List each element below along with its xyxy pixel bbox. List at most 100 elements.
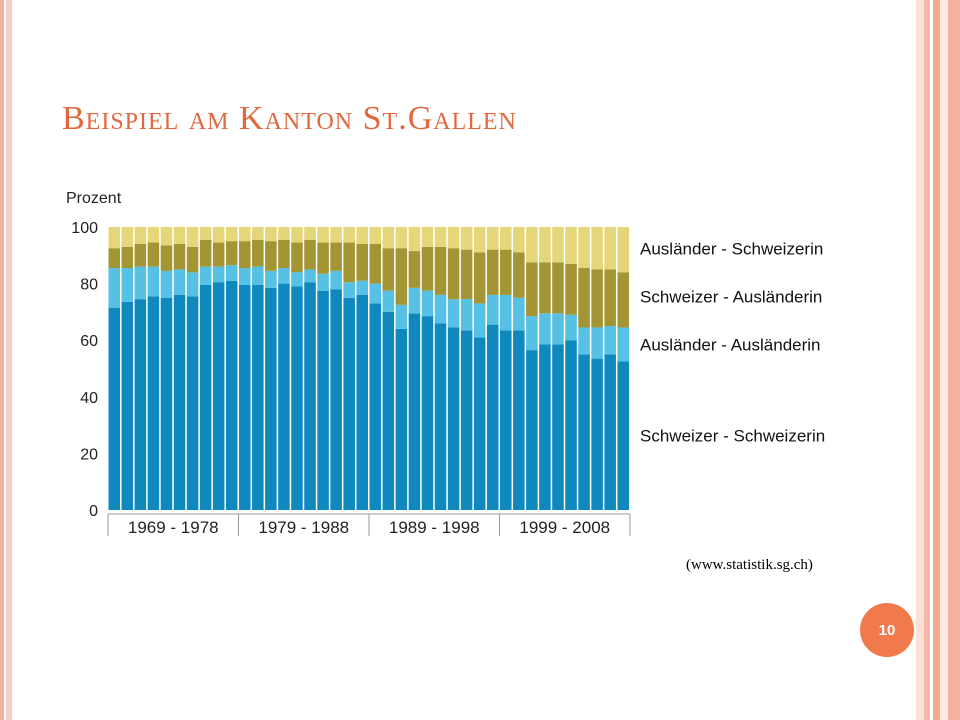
bar-segment-1970-s2	[121, 246, 134, 269]
bar-segment-1988-s0	[356, 294, 368, 510]
bar-segment-2001-s2	[526, 262, 538, 317]
bar-segment-2001-s1	[526, 316, 538, 351]
bar-segment-1978-s2	[225, 241, 238, 266]
bar-segment-1983-s0	[291, 286, 303, 510]
bar-segment-1994-s3	[434, 227, 447, 247]
bar-segment-1971-s1	[134, 266, 147, 300]
bar-segment-1995-s2	[447, 248, 460, 300]
bar-segment-1993-s1	[421, 290, 434, 317]
bar-segment-1978-s0	[225, 280, 238, 510]
chart-legend: Schweizer - Schweizerin Ausländer - Auslä…	[640, 239, 825, 445]
period-label-0: 1969 - 1978	[128, 518, 219, 537]
legend-label-3: Ausländer - Schweizerin	[640, 239, 823, 258]
bar-segment-1995-s3	[447, 227, 460, 249]
bar-segment-1998-s2	[486, 249, 499, 295]
bar-segment-1992-s0	[408, 313, 421, 510]
bar-segment-2004-s0	[565, 340, 577, 510]
bar-segment-1984-s2	[304, 239, 316, 270]
bar-segment-1977-s1	[212, 266, 225, 283]
bar-segment-1974-s3	[173, 227, 186, 244]
bar-segment-2006-s0	[591, 358, 603, 510]
bar-segment-1989-s0	[369, 303, 382, 510]
bar-segment-1999-s2	[500, 249, 512, 295]
bar-segment-1986-s3	[330, 227, 342, 243]
bar-segment-1983-s1	[291, 272, 303, 287]
bar-segment-1987-s2	[343, 242, 355, 283]
bar-segment-1996-s2	[460, 249, 473, 300]
bar-segment-1984-s1	[304, 269, 316, 283]
bar-segment-1999-s1	[500, 294, 512, 331]
bar-segment-1971-s0	[134, 299, 147, 510]
bar-segment-1986-s0	[330, 289, 342, 510]
bar-segment-1988-s3	[356, 227, 368, 244]
bar-segment-1979-s1	[239, 268, 251, 286]
bar-segment-1979-s0	[239, 285, 251, 510]
bar-segment-1971-s3	[134, 227, 147, 244]
bar-segment-1997-s1	[473, 303, 486, 338]
bar-segment-1990-s0	[382, 311, 395, 510]
y-tick-label-20: 20	[80, 446, 98, 463]
bar-segment-2006-s3	[591, 227, 603, 270]
bar-segment-2008-s0	[617, 361, 629, 510]
bar-segment-2003-s1	[552, 313, 564, 345]
period-label-1: 1979 - 1988	[258, 518, 349, 537]
bar-segment-1996-s0	[460, 330, 473, 510]
bar-segment-2004-s2	[565, 263, 577, 315]
bar-segment-1985-s3	[317, 227, 329, 243]
bar-segment-1982-s1	[278, 268, 290, 284]
bar-segment-1983-s2	[291, 242, 303, 273]
y-tick-label-0: 0	[89, 503, 98, 520]
bar-segment-2005-s0	[578, 354, 590, 510]
page-number-badge: 10	[860, 603, 914, 657]
legend-label-1: Ausländer - Ausländerin	[640, 335, 821, 354]
bar-segment-1996-s1	[460, 299, 473, 331]
bar-segment-1997-s2	[473, 252, 486, 304]
bar-segment-2003-s0	[552, 344, 564, 510]
bar-segment-1984-s0	[304, 282, 316, 510]
bar-segment-1992-s2	[408, 251, 421, 288]
bar-segment-2007-s3	[604, 227, 616, 270]
bar-segment-1991-s1	[395, 304, 408, 329]
bar-segment-1991-s2	[395, 248, 408, 305]
bar-segment-1973-s2	[160, 245, 173, 271]
bar-segment-1980-s0	[252, 285, 264, 510]
bar-segment-1981-s3	[265, 227, 277, 242]
y-tick-label-60: 60	[80, 333, 98, 350]
bar-segment-1973-s3	[160, 227, 173, 246]
bar-segment-1987-s1	[343, 282, 355, 298]
bar-segment-1969-s2	[108, 248, 121, 269]
bar-segment-1975-s2	[186, 246, 199, 273]
slide-frame-right	[916, 0, 960, 720]
bar-segment-1970-s3	[121, 227, 134, 247]
bar-segment-1978-s1	[225, 265, 238, 281]
bar-segment-1982-s2	[278, 239, 290, 269]
bar-segment-2002-s3	[539, 227, 551, 263]
bar-segment-2002-s2	[539, 262, 551, 314]
bar-segment-1998-s3	[486, 227, 499, 250]
bar-segment-1975-s0	[186, 296, 199, 510]
bar-segment-2005-s3	[578, 227, 590, 269]
bar-segment-1992-s3	[408, 227, 421, 252]
period-label-2: 1989 - 1998	[389, 518, 480, 537]
bar-segment-1985-s0	[317, 290, 329, 510]
legend-label-2: Schweizer - Ausländerin	[640, 287, 822, 306]
bar-segment-2001-s0	[526, 350, 538, 510]
bar-segment-1993-s0	[421, 316, 434, 510]
bar-segment-1978-s3	[225, 227, 238, 242]
y-tick-label-100: 100	[71, 220, 98, 237]
bar-segment-2005-s1	[578, 327, 590, 355]
bar-segment-1998-s1	[486, 294, 499, 325]
bar-segment-1995-s1	[447, 299, 460, 328]
bar-segment-1970-s0	[121, 302, 134, 510]
bar-segment-1972-s2	[147, 242, 160, 267]
bar-segment-2003-s3	[552, 227, 564, 263]
bar-segment-1980-s1	[252, 266, 264, 286]
bar-segment-1980-s2	[252, 239, 264, 267]
bar-segment-2008-s2	[617, 272, 629, 328]
bar-segment-1972-s0	[147, 296, 160, 510]
bar-segment-1989-s3	[369, 227, 382, 244]
bar-segment-1994-s0	[434, 323, 447, 510]
y-tick-label-80: 80	[80, 277, 98, 294]
bar-segment-1972-s1	[147, 266, 160, 297]
bar-segment-1998-s0	[486, 324, 499, 510]
